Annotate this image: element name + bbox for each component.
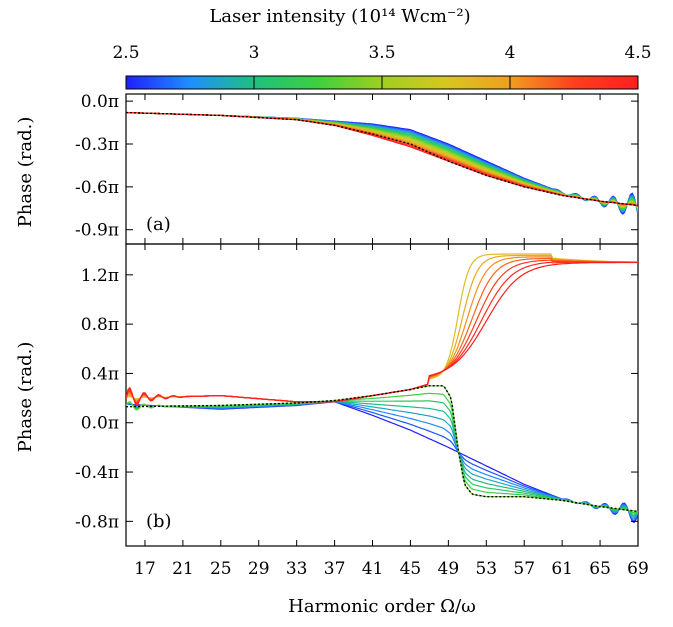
y-tick-label: -0.3π — [75, 135, 119, 155]
panel-b-frame — [125, 243, 639, 547]
panel-b: 1.2π 0.8π 0.4π 0.0π -0.4π -0.8π (b) Phase (ra… — [15, 243, 639, 547]
colorbar-tick-label: 3.5 — [368, 43, 395, 63]
panel-a-frame — [125, 93, 639, 245]
panel-a: 0.0π -0.3π -0.6π -0.9π (a) Phase (rad.) — [15, 92, 639, 245]
y-tick-label: 0.0π — [81, 414, 119, 434]
x-tick-label: 37 — [324, 559, 346, 579]
x-tick-label: 61 — [551, 559, 573, 579]
x-tick-label: 17 — [134, 559, 156, 579]
y-tick-label: -0.4π — [75, 463, 119, 483]
panel-b-label: (b) — [146, 511, 172, 532]
colorbar-tick-label: 2.5 — [112, 43, 139, 63]
colorbar-tick-labels: 2.5 3 3.5 4 4.5 — [112, 43, 651, 63]
y-tick-label: 1.2π — [81, 266, 119, 286]
y-tick-label: 0.4π — [81, 364, 119, 384]
y-tick-label: 0.0π — [81, 92, 119, 112]
y-tick-label: -0.6π — [75, 178, 119, 198]
colorbar-tick-label: 3 — [249, 43, 260, 63]
series-line — [126, 400, 638, 515]
x-tick-label: 57 — [513, 559, 535, 579]
series-line — [126, 257, 638, 403]
y-tick-label: -0.9π — [75, 221, 119, 241]
series-line — [126, 392, 638, 514]
panel-a-ylabel: Phase (rad.) — [15, 117, 36, 228]
x-tick-label: 21 — [172, 559, 194, 579]
y-tick-label: -0.8π — [75, 512, 119, 532]
series-line — [126, 401, 638, 524]
colorbar-title: Laser intensity (10¹⁴ Wcm⁻²) — [209, 6, 470, 27]
reference-curve — [126, 385, 638, 513]
series-line — [126, 259, 638, 404]
x-tick-label: 45 — [400, 559, 422, 579]
panel-a-label: (a) — [146, 214, 171, 235]
y-tick-label: 0.8π — [81, 315, 119, 335]
colorbar-tick-label: 4 — [505, 43, 516, 63]
x-tick-label: 41 — [362, 559, 384, 579]
series-line — [126, 256, 638, 403]
series-line — [126, 253, 638, 403]
x-tick-labels: 17 21 25 29 33 37 41 45 49 53 57 61 65 69 — [134, 559, 649, 579]
colorbar-tick-label: 4.5 — [624, 43, 651, 63]
x-tick-label: 53 — [475, 559, 497, 579]
reference-curve — [126, 111, 638, 207]
colorbar-tick-marks — [253, 76, 511, 89]
x-axis-label: Harmonic order Ω/ω — [288, 596, 476, 617]
series-line — [126, 254, 638, 403]
series-line — [126, 261, 638, 406]
x-tick-label: 29 — [248, 559, 270, 579]
x-tick-label: 69 — [627, 559, 649, 579]
x-tick-label: 25 — [210, 559, 232, 579]
x-tick-label: 33 — [286, 559, 308, 579]
panel-b-ylabel: Phase (rad.) — [15, 342, 36, 453]
series-line — [126, 261, 638, 405]
x-tick-label: 49 — [438, 559, 460, 579]
x-tick-label: 65 — [589, 559, 611, 579]
